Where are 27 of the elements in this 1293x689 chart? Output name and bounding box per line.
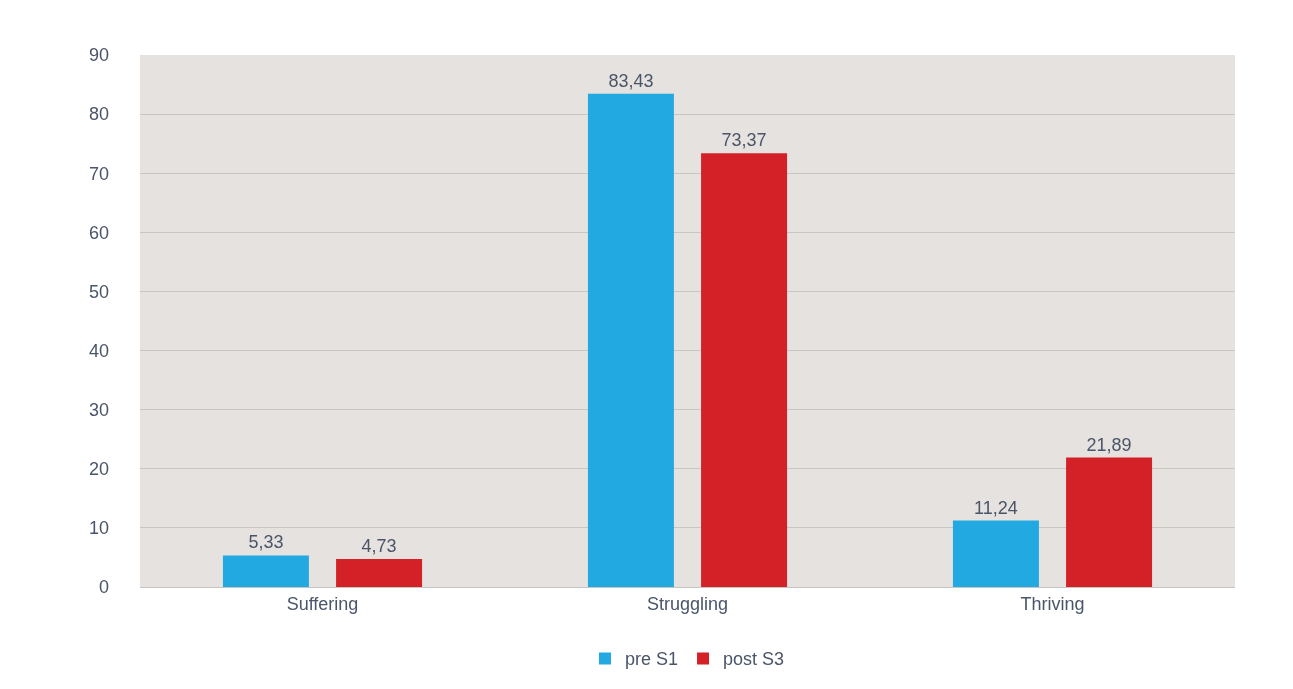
bar <box>701 153 788 587</box>
bar <box>1066 457 1153 587</box>
y-tick-label: 50 <box>88 281 109 302</box>
y-tick-label: 60 <box>88 222 109 243</box>
y-tick-label: 80 <box>88 104 109 125</box>
x-tick-label: Thriving <box>1020 593 1085 614</box>
y-tick-label: 0 <box>98 577 109 598</box>
bar <box>587 93 674 587</box>
data-label: 73,37 <box>721 130 767 151</box>
bar <box>952 520 1039 587</box>
x-tick-label: Suffering <box>286 593 359 614</box>
data-label: 4,73 <box>361 536 397 557</box>
y-tick-label: 70 <box>88 163 109 184</box>
legend-label: pre S1 <box>625 649 679 670</box>
y-tick-label: 40 <box>88 340 109 361</box>
bar <box>222 555 309 587</box>
y-tick-label: 20 <box>88 459 109 480</box>
data-label: 83,43 <box>608 70 654 91</box>
data-label: 5,33 <box>248 532 284 553</box>
y-tick-label: 90 <box>88 45 109 66</box>
bar <box>336 559 423 587</box>
legend-label: post S3 <box>723 649 785 670</box>
data-label: 11,24 <box>974 497 1018 518</box>
y-tick-label: 30 <box>88 399 109 420</box>
x-tick-label: Struggling <box>646 593 729 614</box>
data-label: 21,89 <box>1086 434 1132 455</box>
y-tick-label: 10 <box>88 518 109 539</box>
